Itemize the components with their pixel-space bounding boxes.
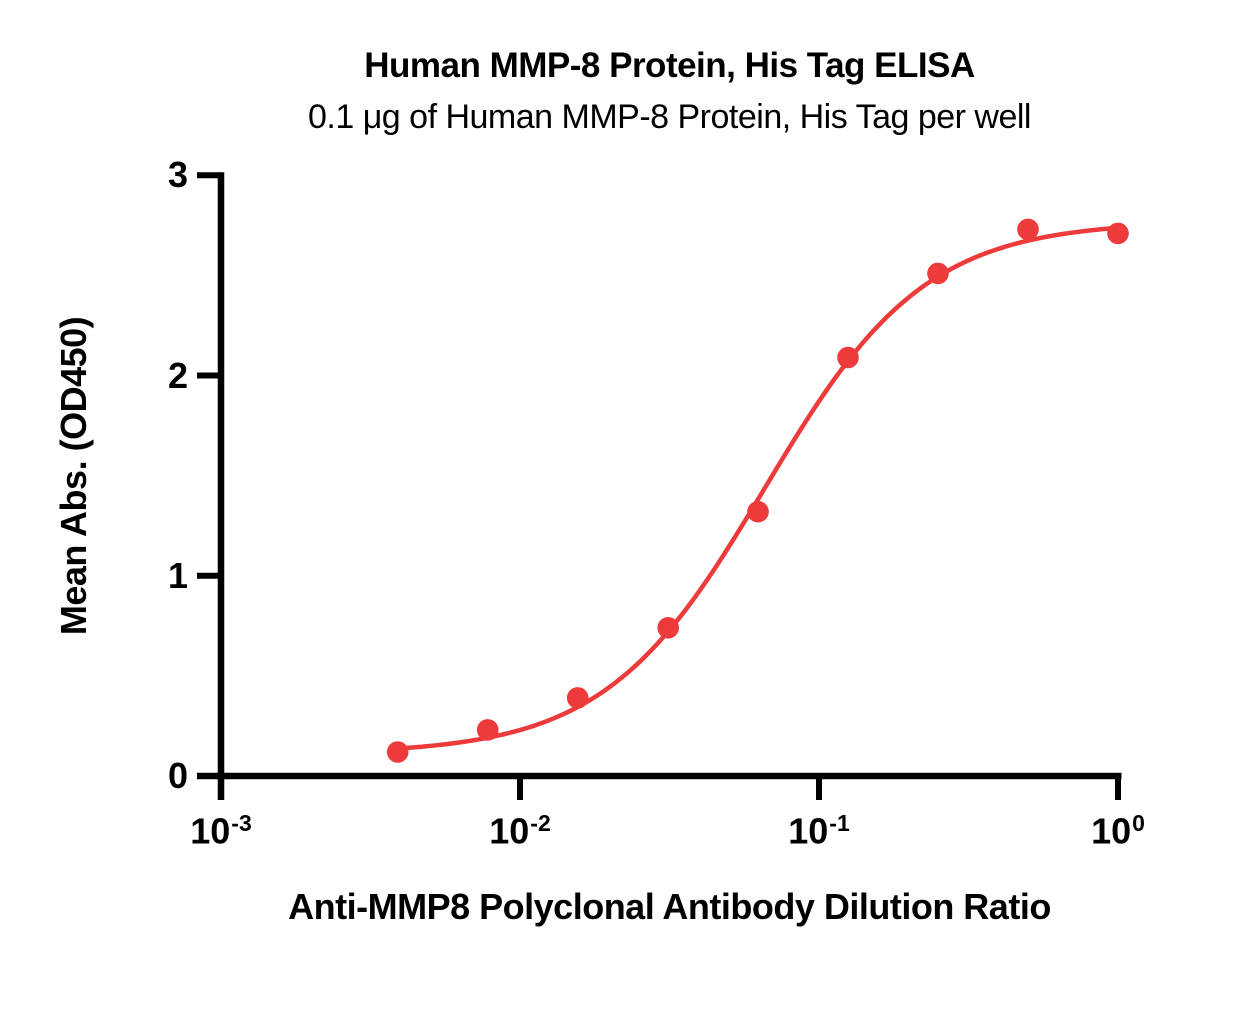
x-axis-title: Anti-MMP8 Polyclonal Antibody Dilution R…	[288, 886, 1051, 927]
fit-curve	[395, 225, 1121, 751]
data-point	[837, 346, 859, 369]
x-tick-label: 10-1	[788, 810, 850, 852]
x-tick-label: 10-2	[489, 810, 551, 852]
data-point	[657, 617, 679, 639]
y-tick-label: 2	[167, 354, 188, 396]
data-point	[386, 741, 409, 763]
chart-title: Human MMP-8 Protein, His Tag ELISA	[364, 46, 975, 85]
chart-subtitle: 0.1 μg of Human MMP-8 Protein, His Tag p…	[308, 98, 1032, 136]
data-point	[566, 687, 589, 709]
y-tick-label: 1	[167, 554, 188, 596]
data-point	[1107, 222, 1129, 245]
data-point	[747, 500, 769, 523]
data-point	[476, 719, 499, 741]
y-tick-label: 0	[167, 755, 188, 796]
data-point	[1017, 218, 1039, 241]
y-axis-title: Mean Abs. (OD450)	[53, 316, 94, 636]
y-tick-label: 3	[167, 154, 188, 196]
data-point	[927, 262, 949, 285]
x-tick-label: 10-3	[190, 810, 252, 852]
x-tick-label: 100	[1091, 810, 1145, 852]
